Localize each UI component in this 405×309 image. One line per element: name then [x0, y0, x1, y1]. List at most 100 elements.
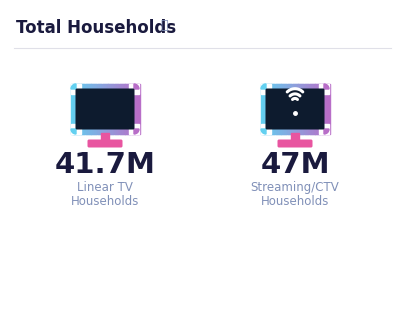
Bar: [286, 84, 289, 134]
Bar: [291, 133, 299, 142]
Bar: [324, 84, 326, 134]
Bar: [309, 84, 311, 134]
Bar: [298, 84, 301, 134]
Bar: [109, 84, 111, 134]
Bar: [73, 84, 75, 134]
Text: Households: Households: [71, 195, 139, 208]
Bar: [322, 84, 325, 134]
Bar: [95, 84, 97, 134]
Bar: [122, 84, 124, 134]
Bar: [269, 84, 272, 134]
Bar: [317, 84, 320, 134]
Bar: [134, 84, 136, 134]
Bar: [130, 84, 133, 134]
Text: Total Households: Total Households: [16, 19, 176, 37]
Bar: [266, 84, 269, 134]
Bar: [305, 84, 308, 134]
Bar: [288, 84, 291, 134]
Bar: [83, 84, 85, 134]
Bar: [310, 84, 313, 134]
Text: Households: Households: [261, 195, 329, 208]
Bar: [71, 84, 81, 94]
Bar: [102, 84, 104, 134]
Bar: [261, 84, 264, 134]
Bar: [75, 84, 77, 134]
Bar: [129, 84, 139, 94]
Bar: [264, 84, 267, 134]
Bar: [136, 84, 138, 134]
Bar: [101, 133, 109, 142]
Bar: [71, 84, 73, 134]
FancyBboxPatch shape: [87, 139, 122, 147]
Bar: [276, 84, 279, 134]
Bar: [113, 84, 116, 134]
Text: ⓘ: ⓘ: [160, 19, 168, 32]
Bar: [137, 84, 140, 134]
Bar: [132, 84, 135, 134]
FancyBboxPatch shape: [266, 88, 324, 129]
Wedge shape: [261, 129, 266, 134]
Bar: [281, 84, 284, 134]
Wedge shape: [324, 129, 329, 134]
Bar: [285, 84, 287, 134]
Wedge shape: [134, 84, 139, 89]
FancyBboxPatch shape: [75, 88, 134, 129]
Bar: [273, 84, 275, 134]
Bar: [100, 84, 102, 134]
Bar: [315, 84, 318, 134]
FancyBboxPatch shape: [277, 139, 313, 147]
Bar: [319, 84, 321, 134]
Bar: [92, 84, 94, 134]
Bar: [302, 84, 304, 134]
Bar: [275, 84, 277, 134]
Bar: [280, 84, 282, 134]
Bar: [115, 84, 118, 134]
Bar: [86, 84, 89, 134]
Bar: [326, 84, 328, 134]
Bar: [312, 84, 315, 134]
Text: 47M: 47M: [260, 151, 330, 179]
Bar: [105, 84, 107, 134]
Bar: [110, 84, 113, 134]
Bar: [88, 84, 90, 134]
Bar: [71, 124, 81, 134]
Text: Streaming/CTV: Streaming/CTV: [251, 181, 339, 194]
Bar: [107, 84, 109, 134]
Bar: [261, 84, 271, 94]
Wedge shape: [324, 84, 329, 89]
Bar: [319, 124, 329, 134]
Bar: [320, 84, 323, 134]
Bar: [96, 84, 99, 134]
Bar: [119, 84, 121, 134]
Bar: [127, 84, 130, 134]
Bar: [271, 84, 274, 134]
Bar: [129, 124, 139, 134]
Bar: [98, 84, 101, 134]
Bar: [129, 84, 131, 134]
Bar: [314, 84, 316, 134]
Bar: [93, 84, 96, 134]
Wedge shape: [261, 84, 266, 89]
Bar: [90, 84, 92, 134]
Bar: [120, 84, 123, 134]
Text: 41.7M: 41.7M: [55, 151, 156, 179]
Bar: [78, 84, 80, 134]
Wedge shape: [134, 129, 139, 134]
Bar: [126, 84, 128, 134]
Bar: [261, 124, 271, 134]
Bar: [112, 84, 114, 134]
Bar: [81, 84, 84, 134]
Bar: [290, 84, 292, 134]
Bar: [292, 84, 294, 134]
Bar: [278, 84, 281, 134]
Bar: [293, 84, 296, 134]
Bar: [303, 84, 306, 134]
Bar: [319, 84, 329, 94]
Bar: [300, 84, 303, 134]
Bar: [124, 84, 126, 134]
Wedge shape: [71, 129, 76, 134]
Bar: [76, 84, 79, 134]
Bar: [103, 84, 106, 134]
Text: Linear TV: Linear TV: [77, 181, 133, 194]
Bar: [283, 84, 286, 134]
